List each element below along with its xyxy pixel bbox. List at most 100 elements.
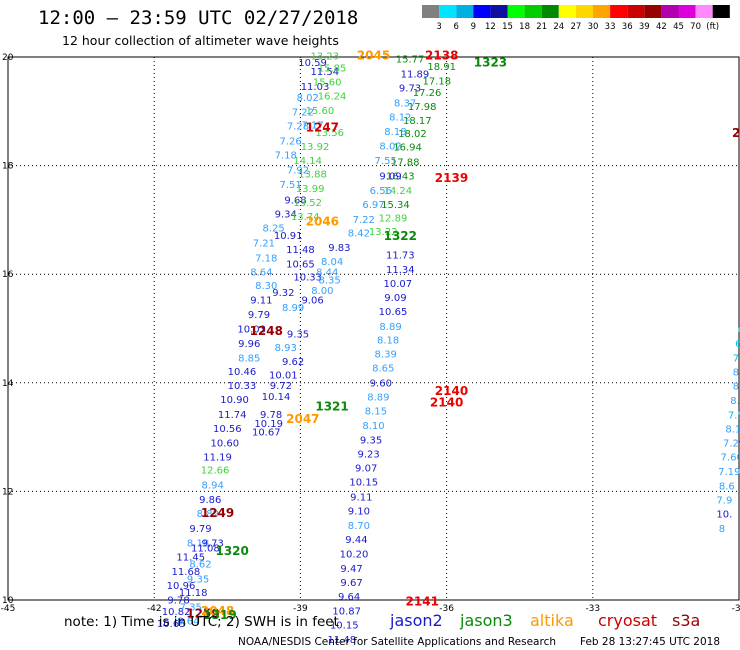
color-scale-label: 21: [536, 22, 547, 32]
wave-height-value: 7.92: [287, 165, 309, 176]
pass-time-label: 1248: [250, 324, 283, 338]
wave-height-value: 18.02: [398, 129, 427, 140]
pass-time-label: 1323: [474, 55, 507, 69]
wave-height-value: 16.43: [386, 171, 415, 182]
wave-height-value: 9.83: [328, 243, 350, 254]
wave-height-value: 9.07: [355, 464, 377, 475]
pass-time-label: 2045: [357, 48, 390, 62]
wave-height-value: 10.33: [228, 381, 257, 392]
color-scale-label: 12: [485, 22, 496, 32]
wave-height-value: 6.61: [735, 339, 740, 350]
wave-height-value: 10.59: [298, 58, 327, 69]
wave-height-value: 11.74: [218, 410, 247, 421]
wave-height-value: 17.88: [391, 157, 420, 168]
y-tick-label: 12: [2, 487, 13, 497]
wave-height-value: 10.: [716, 510, 732, 521]
wave-height-value: 7.55: [375, 156, 397, 167]
wave-height-value: 10.67: [252, 428, 281, 439]
wave-height-value: 9.35: [187, 574, 209, 585]
wave-height-value: 15.34: [381, 200, 410, 211]
wave-height-value: 10.65: [157, 619, 186, 630]
color-swatch: [456, 5, 474, 18]
x-tick-label: -33: [585, 604, 600, 614]
wave-height-value: 8.89: [197, 509, 219, 520]
wave-height-value: 8.64: [250, 267, 272, 278]
wave-height-value: 9.35: [360, 435, 382, 446]
chart-subtitle: 12 hour collection of altimeter wave hei…: [62, 33, 339, 48]
pass-time-label: 2138: [425, 48, 458, 62]
color-scale-label: 45: [673, 22, 684, 32]
wave-height-value: 10.56: [213, 424, 242, 435]
color-swatch: [593, 5, 611, 18]
pass-time-label: 2355: [732, 126, 740, 140]
wave-height-value: 13.99: [296, 184, 325, 195]
wave-height-value: 8.93: [275, 343, 297, 354]
wave-height-value: 8.37: [394, 99, 416, 110]
wave-height-value: 6.66: [738, 325, 740, 336]
color-scale-legend: 3 6 9 12 15 18 21 24 27 30 33 36 39 42 45 70 (ft): [422, 5, 730, 32]
wave-height-value: 18.91: [427, 62, 456, 73]
wave-height-value: 9.86: [199, 495, 221, 506]
wave-height-value: 8.6: [719, 481, 735, 492]
wave-height-value: 14.14: [293, 156, 322, 167]
wave-height-value: 6.56: [370, 186, 392, 197]
wave-height-value: 7.17: [301, 120, 323, 131]
pass-time-label: 2046: [306, 215, 339, 229]
wave-height-value: 7.60: [721, 453, 740, 464]
wave-height-value: 7.57: [728, 410, 740, 421]
wave-height-value: 7.21: [253, 239, 275, 250]
pass-time-label: 2048: [201, 604, 234, 618]
wave-height-value: 9.72: [270, 381, 292, 392]
color-swatch: [541, 5, 559, 18]
wave-height-value: 10.65: [286, 259, 315, 270]
wave-height-value: 7.51: [280, 180, 302, 191]
wave-height-value: 8.00: [311, 286, 333, 297]
wave-height-value: 9.73: [202, 538, 224, 549]
wave-height-value: 9.35: [287, 329, 309, 340]
pass-time-label: 2140: [435, 384, 468, 398]
x-tick-label: -45: [1, 604, 16, 614]
wave-height-value: 17.98: [408, 102, 437, 113]
wave-height-value: 7.22: [353, 215, 375, 226]
observation-marks: 10.5911.5411.038.027.227.287.267.187.927…: [157, 48, 740, 650]
wave-height-value: 9.11: [350, 492, 372, 503]
wave-height-value: 13.52: [293, 198, 322, 209]
x-tick-label: -42: [147, 604, 162, 614]
y-tick-label: 20: [2, 53, 14, 63]
y-tick-label: 10: [2, 596, 14, 606]
wave-height-value: 17.26: [413, 88, 442, 99]
satellite-legend: jason2 jason3 altika cryosat s3a: [389, 611, 700, 630]
wave-height-value: 8.12: [725, 424, 740, 435]
credit-line: NOAA/NESDIS Center for Satellite Applica…: [238, 636, 556, 648]
chart-title: 12:00 – 23:59 UTC 02/27/2018: [38, 7, 358, 29]
wave-height-value: 16.24: [318, 92, 347, 103]
color-scale-label: 18: [519, 22, 530, 32]
wave-height-value: 12.89: [379, 214, 408, 225]
color-scale-label: 70: [690, 22, 701, 32]
wave-height-value: 10.01: [269, 371, 298, 382]
pass-time-label: 1321: [315, 400, 348, 414]
pass-time-label: 1319: [203, 608, 236, 622]
wave-height-value: 8.62: [189, 560, 211, 571]
x-tick-label: -39: [293, 604, 308, 614]
axis-tick-labels: -45 -42 -39 -36 -33 -30 10 12 14 16 18 20: [1, 53, 740, 614]
wave-height-value: 15.77: [396, 55, 425, 66]
color-scale-label: 36: [622, 22, 633, 32]
wave-height-value: 8: [719, 524, 725, 535]
wave-height-value: 10.19: [254, 419, 283, 430]
wave-height-value: 10.33: [293, 272, 322, 283]
wave-height-value: 9.79: [189, 524, 211, 535]
wave-height-value: 7.18: [255, 253, 277, 264]
pass-time-label: 1247: [306, 121, 339, 135]
pass-time-label: 2139: [435, 171, 468, 185]
wave-height-value: 7.28: [287, 121, 309, 132]
lat-lon-grid: [8, 57, 739, 600]
wave-height-value: 13.23: [310, 51, 339, 62]
wave-height-value: 10.96: [167, 581, 196, 592]
wave-height-value: 9.09: [379, 171, 401, 182]
wave-height-value: 9.78: [260, 410, 282, 421]
wave-height-value: 9.68: [284, 195, 306, 206]
color-swatch: [695, 5, 713, 18]
x-tick-label: -36: [439, 604, 454, 614]
